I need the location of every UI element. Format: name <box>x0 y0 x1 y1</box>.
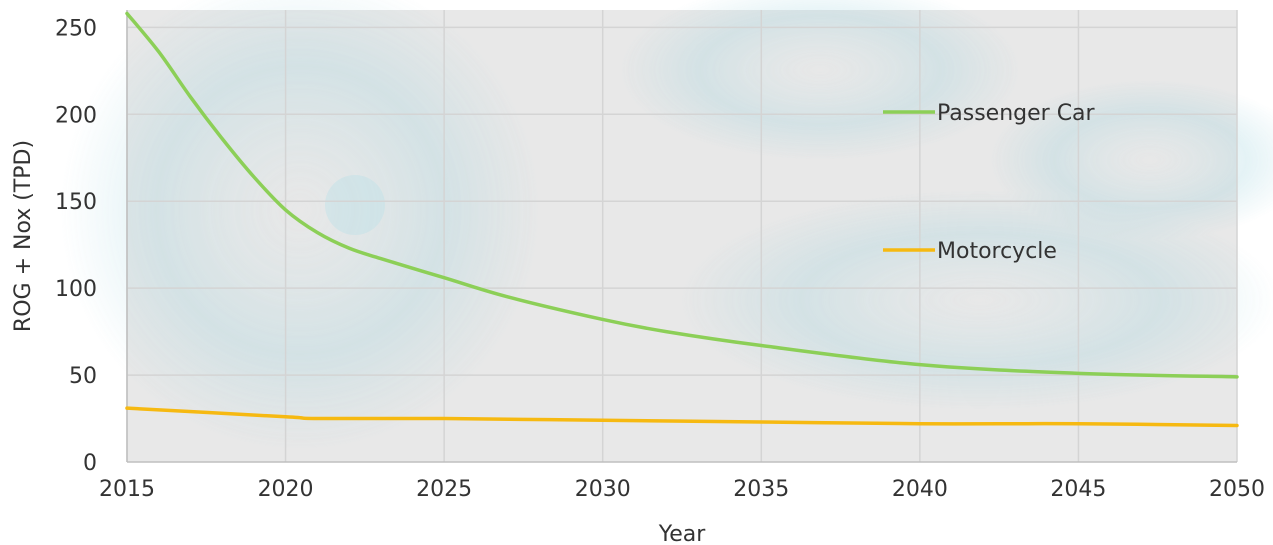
y-tick-labels: 0 50 100 150 200 250 <box>55 16 97 476</box>
y-axis-label: ROG + Nox (TPD) <box>11 140 36 332</box>
legend-label-motorcycle: Motorcycle <box>937 239 1057 264</box>
x-tick-label: 2015 <box>99 477 155 502</box>
series-line-passenger-car <box>125 11 1239 379</box>
y-tick-label: 0 <box>83 451 97 476</box>
x-tick-label: 2025 <box>416 477 472 502</box>
x-tick-label: 2050 <box>1209 477 1265 502</box>
background-watermark <box>60 0 1273 450</box>
x-tick-label: 2035 <box>733 477 789 502</box>
y-tick-label: 150 <box>55 190 97 215</box>
x-tick-labels: 2015 2020 2025 2030 2035 2040 2045 2050 <box>99 477 1265 502</box>
y-tick-label: 250 <box>55 16 97 41</box>
x-tick-label: 2040 <box>892 477 948 502</box>
series-lines <box>125 11 1239 428</box>
y-tick-label: 50 <box>69 364 97 389</box>
legend-label-passenger-car: Passenger Car <box>937 101 1096 126</box>
x-tick-label: 2030 <box>575 477 631 502</box>
y-tick-label: 200 <box>55 103 97 128</box>
series-line-motorcycle <box>125 406 1239 428</box>
x-axis-label: Year <box>658 522 707 545</box>
x-tick-label: 2020 <box>258 477 314 502</box>
legend: Passenger Car Motorcycle <box>883 101 1096 264</box>
y-tick-label: 100 <box>55 277 97 302</box>
x-tick-label: 2045 <box>1050 477 1106 502</box>
gridlines <box>126 10 1238 463</box>
